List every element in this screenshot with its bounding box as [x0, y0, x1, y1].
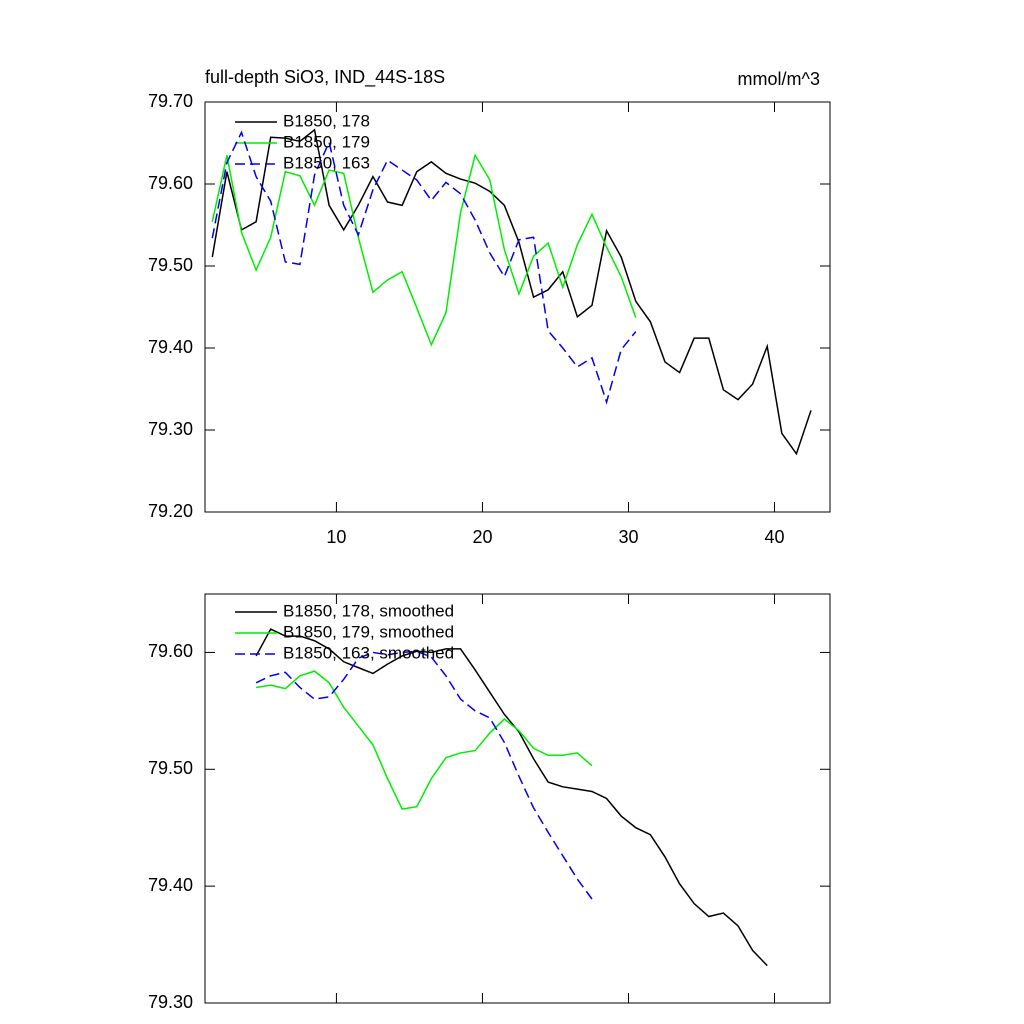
series-line — [255, 650, 593, 900]
plot-frame — [204, 101, 831, 513]
x-tick-label: 30 — [618, 527, 638, 547]
y-tick-label: 79.60 — [148, 173, 193, 193]
series-line — [255, 670, 593, 810]
y-tick-label: 79.40 — [148, 875, 193, 895]
legend-label: B1850, 179 — [283, 132, 370, 151]
legend-label: B1850, 178 — [283, 111, 370, 130]
series-line — [211, 130, 637, 405]
x-tick-label: 20 — [472, 527, 492, 547]
legend-label: B1850, 178, smoothed — [283, 601, 454, 620]
y-tick-label: 79.70 — [148, 91, 193, 111]
y-tick-label: 79.60 — [148, 641, 193, 661]
x-tick-label: 40 — [764, 527, 784, 547]
plot-frame — [204, 593, 831, 1004]
series-line — [211, 128, 812, 456]
legend-label: B1850, 179, smoothed — [283, 622, 454, 641]
y-tick-label: 79.50 — [148, 255, 193, 275]
legend-label: B1850, 163 — [283, 153, 370, 172]
y-tick-label: 79.50 — [148, 758, 193, 778]
series-line — [211, 153, 637, 347]
x-tick-label: 10 — [326, 527, 346, 547]
units-label: mmol/m^3 — [738, 69, 820, 89]
series-line — [255, 628, 768, 967]
chart-title: full-depth SiO3, IND_44S-18S — [205, 67, 445, 88]
y-tick-label: 79.20 — [148, 501, 193, 521]
y-tick-label: 79.30 — [148, 419, 193, 439]
y-tick-label: 79.30 — [148, 992, 193, 1012]
y-tick-label: 79.40 — [148, 337, 193, 357]
legend-label: B1850, 163, smoothed — [283, 643, 454, 662]
